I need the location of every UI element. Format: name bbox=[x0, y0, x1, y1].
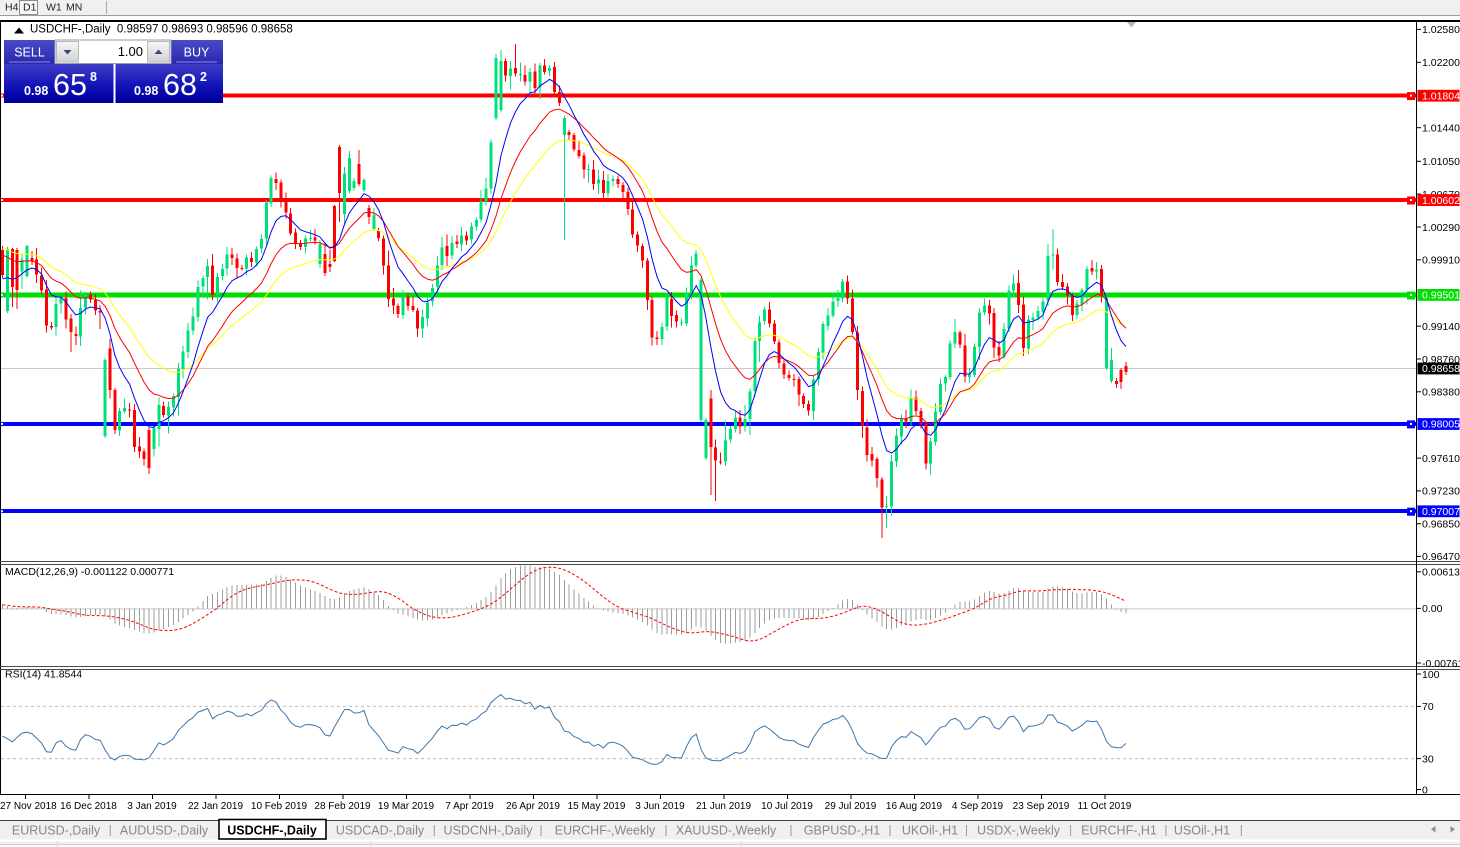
svg-text:8: 8 bbox=[90, 70, 97, 84]
svg-text:23 Sep 2019: 23 Sep 2019 bbox=[1013, 801, 1070, 812]
svg-text:USDCHF-,Daily: USDCHF-,Daily bbox=[227, 824, 317, 838]
svg-text:68: 68 bbox=[163, 68, 197, 102]
svg-text:AUDUSD-,Daily: AUDUSD-,Daily bbox=[120, 824, 209, 838]
svg-text:16 Aug 2019: 16 Aug 2019 bbox=[886, 801, 943, 812]
svg-text:0.97610: 0.97610 bbox=[1422, 453, 1460, 465]
svg-text:USDX-,Weekly: USDX-,Weekly bbox=[977, 824, 1061, 838]
svg-text:28 Feb 2019: 28 Feb 2019 bbox=[314, 801, 371, 812]
svg-text:26 Apr 2019: 26 Apr 2019 bbox=[506, 801, 560, 812]
svg-text:1.01804: 1.01804 bbox=[1422, 90, 1460, 102]
svg-text:1.02580: 1.02580 bbox=[1422, 24, 1460, 36]
svg-text:0.00613: 0.00613 bbox=[1422, 567, 1460, 579]
svg-text:19 Mar 2019: 19 Mar 2019 bbox=[378, 801, 435, 812]
svg-text:USOil-,H1: USOil-,H1 bbox=[1174, 824, 1230, 838]
svg-text:65: 65 bbox=[53, 68, 87, 102]
svg-text:0.98380: 0.98380 bbox=[1422, 387, 1460, 399]
svg-text:0.96850: 0.96850 bbox=[1422, 519, 1460, 531]
svg-text:1.00290: 1.00290 bbox=[1422, 222, 1460, 234]
svg-text:BUY: BUY bbox=[184, 46, 210, 60]
svg-text:3 Jun 2019: 3 Jun 2019 bbox=[635, 801, 685, 812]
svg-text:EURCHF-,H1: EURCHF-,H1 bbox=[1081, 824, 1157, 838]
svg-text:USDCHF-,Daily 0.98597 0.98693: USDCHF-,Daily 0.98597 0.98693 0.98596 0.… bbox=[30, 24, 293, 36]
svg-text:SELL: SELL bbox=[14, 46, 45, 60]
svg-text:-0.0076121: -0.0076121 bbox=[1422, 658, 1460, 670]
svg-text:1.00602: 1.00602 bbox=[1422, 195, 1460, 207]
svg-text:MN: MN bbox=[66, 2, 82, 14]
svg-text:2: 2 bbox=[200, 70, 207, 84]
svg-text:W1: W1 bbox=[46, 2, 62, 14]
svg-text:16 Dec 2018: 16 Dec 2018 bbox=[60, 801, 117, 812]
svg-text:USDCNH-,Daily: USDCNH-,Daily bbox=[444, 824, 534, 838]
svg-text:0.97007: 0.97007 bbox=[1422, 506, 1460, 518]
svg-text:0.98658: 0.98658 bbox=[1422, 363, 1460, 375]
svg-text:10 Jul 2019: 10 Jul 2019 bbox=[761, 801, 813, 812]
svg-text:21 Jun 2019: 21 Jun 2019 bbox=[696, 801, 751, 812]
svg-text:30: 30 bbox=[1422, 753, 1434, 765]
svg-text:27 Nov 2018: 27 Nov 2018 bbox=[0, 801, 57, 812]
svg-text:1.01440: 1.01440 bbox=[1422, 123, 1460, 135]
svg-text:11 Oct 2019: 11 Oct 2019 bbox=[1078, 801, 1132, 812]
svg-text:7 Apr 2019: 7 Apr 2019 bbox=[445, 801, 494, 812]
svg-text:10 Feb 2019: 10 Feb 2019 bbox=[251, 801, 308, 812]
svg-text:H4: H4 bbox=[5, 2, 19, 14]
svg-text:29 Jul 2019: 29 Jul 2019 bbox=[825, 801, 877, 812]
svg-text:0.98: 0.98 bbox=[24, 84, 48, 98]
svg-text:22 Jan 2019: 22 Jan 2019 bbox=[188, 801, 243, 812]
svg-text:1.00: 1.00 bbox=[118, 44, 143, 59]
svg-text:0.99140: 0.99140 bbox=[1422, 321, 1460, 333]
svg-text:0: 0 bbox=[1422, 784, 1428, 796]
svg-text:D1: D1 bbox=[23, 2, 37, 14]
svg-text:USDCAD-,Daily: USDCAD-,Daily bbox=[336, 824, 425, 838]
svg-text:RSI(14) 41.8544: RSI(14) 41.8544 bbox=[5, 669, 82, 681]
svg-text:1.02200: 1.02200 bbox=[1422, 57, 1460, 69]
svg-text:4 Sep 2019: 4 Sep 2019 bbox=[952, 801, 1004, 812]
svg-text:0.98: 0.98 bbox=[134, 84, 158, 98]
svg-text:EURCHF-,Weekly: EURCHF-,Weekly bbox=[555, 824, 656, 838]
svg-text:0.99910: 0.99910 bbox=[1422, 255, 1460, 267]
svg-text:3 Jan 2019: 3 Jan 2019 bbox=[127, 801, 177, 812]
svg-text:GBPUSD-,H1: GBPUSD-,H1 bbox=[804, 824, 880, 838]
svg-text:1.01050: 1.01050 bbox=[1422, 156, 1460, 168]
svg-text:0.99501: 0.99501 bbox=[1422, 290, 1460, 302]
svg-text:0.98005: 0.98005 bbox=[1422, 419, 1460, 431]
svg-text:15 May 2019: 15 May 2019 bbox=[568, 801, 626, 812]
svg-text:XAUUSD-,Weekly: XAUUSD-,Weekly bbox=[676, 824, 777, 838]
svg-text:100: 100 bbox=[1422, 669, 1440, 681]
svg-text:70: 70 bbox=[1422, 701, 1434, 713]
svg-text:EURUSD-,Daily: EURUSD-,Daily bbox=[12, 824, 101, 838]
svg-text:MACD(12,26,9) -0.001122 0.0007: MACD(12,26,9) -0.001122 0.000771 bbox=[5, 566, 174, 578]
svg-text:0.00: 0.00 bbox=[1422, 603, 1443, 615]
svg-text:0.97230: 0.97230 bbox=[1422, 486, 1460, 498]
svg-text:0.96470: 0.96470 bbox=[1422, 551, 1460, 563]
svg-text:UKOil-,H1: UKOil-,H1 bbox=[902, 824, 958, 838]
